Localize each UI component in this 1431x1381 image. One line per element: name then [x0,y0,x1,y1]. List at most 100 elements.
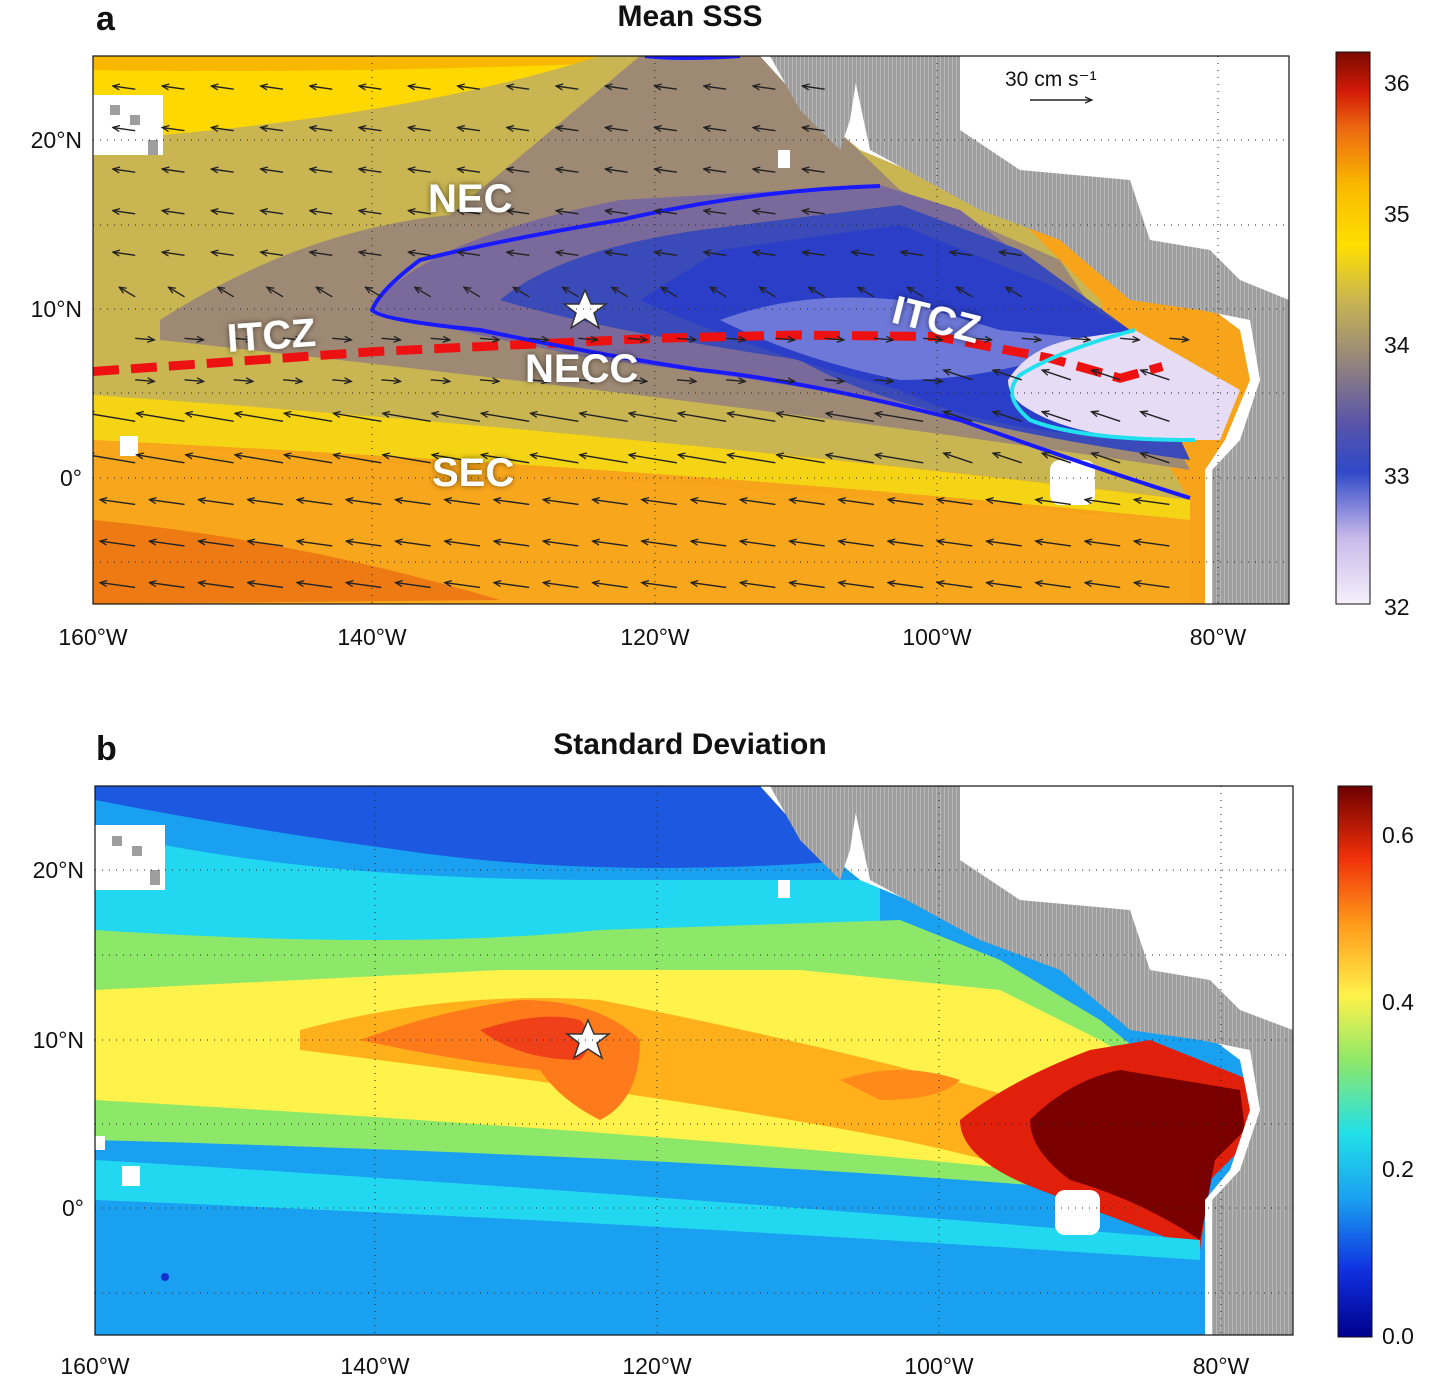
current-arrow [529,338,548,340]
current-arrow [612,287,629,298]
y-tick: 0° [62,1195,84,1221]
current-arrow [1085,541,1121,547]
current-arrow [1070,338,1090,340]
std-band-blue-north [95,786,860,868]
current-arrow [944,412,973,422]
current-arrow [149,583,185,589]
current-arrow [923,338,942,340]
current-arrow [1036,583,1071,589]
current-arrow [704,211,727,214]
map-frame-b [94,785,1294,1336]
current-arrow [873,380,893,382]
current-arrow [149,500,185,506]
y-tick: 10°N [31,296,82,322]
current-arrow [790,500,825,506]
current-arrow [605,169,628,172]
current-arrow [678,455,727,464]
cbar-tick: 0.0 [1382,1323,1414,1349]
current-arrow [235,413,284,422]
current-arrow [211,86,234,89]
current-arrow [1036,541,1071,547]
current-arrow [562,287,579,298]
y-axis-b: 20°N 10°N 0° [33,857,84,1221]
current-arrow [218,287,235,298]
current-arrow [605,252,628,255]
panel-b-title: Standard Deviation [553,728,826,761]
cbar-tick: 32 [1384,594,1410,620]
current-arrow [100,583,136,589]
current-arrow [235,455,284,464]
current-arrow [642,500,677,506]
current-arrow [987,583,1022,589]
current-arrow [655,252,677,255]
current-arrow [775,338,794,340]
current-arrow [987,500,1022,506]
current-arrow [1085,583,1121,589]
current-arrow [408,211,431,214]
current-arrow [556,86,579,89]
panel-a-title: Mean SSS [617,0,762,33]
current-arrow [381,338,400,340]
y-tick: 20°N [33,857,84,883]
current-arrow [556,169,579,172]
current-arrow [396,583,431,589]
current-arrow [261,211,284,214]
current-arrow [507,86,530,89]
current-arrow [655,86,677,89]
current-arrow [824,338,844,340]
current-arrow [950,252,973,255]
current-arrow [113,252,136,255]
current-arrow [211,169,234,172]
grid-lines-b [95,786,1293,1335]
x-tick: 120°W [622,1353,692,1379]
current-arrow [1141,453,1170,464]
current-arrow [359,252,382,255]
current-arrow [211,252,234,255]
current-arrow [297,500,333,506]
current-arrow [310,169,333,172]
cbar-tick: 35 [1384,201,1410,227]
x-tick: 160°W [60,1353,130,1379]
island-galapagos [1050,460,1095,505]
land-hatched [850,56,1289,604]
current-arrow [430,380,450,382]
current-arrow [1042,370,1072,381]
current-arrow [233,380,253,382]
current-arrow [1141,370,1170,381]
current-arrow [507,128,530,131]
current-arrow [186,413,234,422]
current-arrow [839,583,874,589]
current-arrow [430,338,450,340]
current-arrow [901,252,924,255]
land-white-mexico-b [960,786,1293,1010]
current-arrow [907,287,924,298]
current-arrow [113,211,136,214]
current-arrow [119,287,136,298]
current-arrow [135,338,154,340]
current-arrow [211,211,234,214]
y-tick: 10°N [33,1027,84,1053]
current-arrow [162,169,185,172]
cbar-tick: 33 [1384,463,1410,489]
current-arrow [1091,412,1121,422]
current-arrow [888,500,924,506]
label-itcz-west: ITCZ [226,311,318,361]
y-tick: 20°N [31,127,82,153]
current-arrow [727,455,776,464]
current-arrow [100,500,136,506]
current-arrow [199,583,234,589]
sss-band-orange-south [93,440,1190,604]
cbar-tick: 0.4 [1382,989,1414,1015]
current-arrow [316,287,333,298]
current-arrow [1134,583,1170,589]
current-arrow [211,128,234,131]
current-arrow [704,86,727,89]
current-arrow [923,380,942,382]
land-baja-b [770,786,860,880]
current-arrow [678,413,727,422]
current-arrow [408,252,431,255]
island-clipperton [778,150,790,168]
current-arrow [704,169,727,172]
panel-b-letter: b [96,730,117,768]
current-arrow [310,252,333,255]
